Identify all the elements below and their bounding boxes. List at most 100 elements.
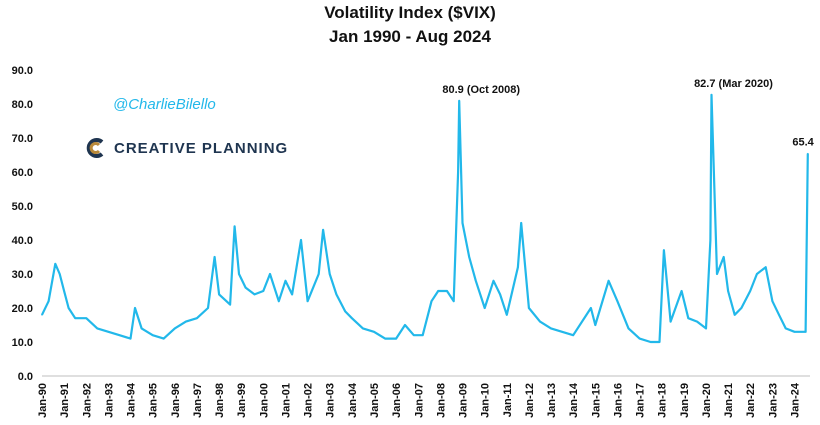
vix-data-point (213, 256, 216, 258)
x-tick-label: Jan-93 (103, 383, 115, 418)
vix-data-point (233, 225, 236, 228)
x-tick-label: Jan-05 (369, 383, 381, 418)
vix-data-point (474, 280, 477, 282)
peak-annotation: 80.9 (Oct 2008) (442, 84, 520, 96)
vix-data-point (764, 266, 767, 269)
vix-data-point (291, 293, 293, 296)
vix-data-point (107, 331, 110, 333)
vix-series-line (41, 93, 809, 344)
vix-data-point (129, 337, 132, 340)
y-tick-label: 80.0 (12, 99, 33, 111)
vix-data-point (680, 290, 683, 292)
vix-data-point (63, 290, 65, 292)
x-tick-label: Jan-15 (590, 383, 602, 418)
vix-data-point (658, 341, 661, 343)
brand-name: CREATIVE PLANNING (114, 139, 289, 157)
cp-logo-icon (86, 138, 104, 158)
vix-data-point (687, 317, 690, 320)
vix-data-point (669, 320, 672, 323)
vix-data-point (520, 222, 522, 224)
vix-data-point (461, 222, 464, 224)
vix-data-point (140, 327, 143, 330)
vix-data-point (517, 266, 519, 269)
vix-data-point (727, 290, 729, 292)
x-tick-label: Jan-94 (126, 382, 138, 418)
x-tick-label: Jan-22 (745, 383, 757, 418)
vix-data-point (756, 273, 758, 275)
vix-data-point (590, 307, 592, 309)
x-tick-label: Jan-97 (192, 383, 204, 418)
x-tick-label: Jan-10 (480, 383, 492, 418)
vix-data-point (317, 273, 320, 275)
vix-data-point (344, 310, 347, 313)
vix-data-point (162, 337, 165, 340)
vix-data-point (638, 337, 641, 340)
vix-data-point (457, 171, 459, 173)
vix-data-point (572, 334, 574, 337)
vix-data-point (705, 327, 707, 330)
vix-data-point (492, 280, 495, 282)
y-tick-label: 90.0 (12, 65, 33, 77)
vix-data-point (771, 300, 774, 303)
x-tick-label: Jan-96 (170, 383, 182, 418)
vix-data-point (207, 307, 209, 309)
vix-data-point (800, 331, 802, 333)
vix-data-point (607, 280, 610, 282)
vix-data-point (134, 307, 136, 309)
peak-annotation: 82.7 (Mar 2020) (694, 78, 773, 90)
x-tick-label: Jan-13 (546, 383, 558, 418)
x-tick-label: Jan-12 (524, 383, 536, 418)
vix-data-point (722, 256, 725, 258)
vix-data-point (452, 300, 455, 303)
x-tick-label: Jan-95 (148, 383, 160, 418)
vix-data-point (278, 300, 280, 303)
twitter-handle: @CharlieBilello (113, 96, 216, 113)
vix-data-point (335, 293, 338, 296)
vix-data-point (151, 334, 154, 337)
vix-data-point (262, 290, 265, 292)
vix-data-point (539, 320, 541, 323)
vix-data-point (67, 307, 70, 309)
x-tick-label: Jan-07 (413, 383, 425, 418)
vix-data-point (74, 317, 76, 320)
vix-data-point (253, 293, 256, 296)
vix-data-point (804, 331, 807, 333)
x-tick-label: Jan-19 (679, 383, 691, 418)
y-tick-label: 20.0 (12, 303, 33, 315)
vix-data-point (413, 334, 415, 337)
x-tick-label: Jan-03 (325, 383, 337, 418)
vix-data-point (47, 300, 50, 303)
vix-data-point (446, 290, 448, 292)
vix-data-point (458, 100, 460, 102)
vix-data-point (373, 331, 375, 333)
vix-data-point (362, 327, 364, 330)
vix-data-point (784, 327, 787, 330)
creative-planning-logo: CREATIVE PLANNING (86, 136, 288, 160)
x-tick-label: Jan-20 (701, 383, 713, 418)
vix-data-point (328, 273, 331, 275)
y-tick-label: 70.0 (12, 133, 33, 145)
vix-data-point (196, 317, 198, 320)
vix-data-point (218, 293, 220, 296)
vix-data-point (716, 273, 718, 275)
x-tick-label: Jan-04 (347, 382, 359, 418)
y-tick-label: 40.0 (12, 235, 33, 247)
vix-data-point (306, 300, 309, 303)
vix-data-point (437, 290, 439, 292)
vix-data-point (96, 327, 99, 330)
vix-data-point (322, 229, 324, 231)
vix-data-point (710, 94, 713, 96)
x-tick-label: Jan-91 (59, 383, 71, 418)
vix-data-point (483, 307, 486, 309)
x-tick-label: Jan-21 (723, 383, 735, 418)
vix-data-point (499, 293, 501, 296)
vix-data-point (395, 337, 397, 340)
x-tick-label: Jan-23 (767, 383, 779, 418)
x-tick-label: Jan-00 (258, 383, 270, 418)
vix-data-point (528, 307, 530, 309)
y-tick-label: 0.0 (18, 371, 33, 383)
y-tick-label: 10.0 (12, 337, 33, 349)
x-tick-label: Jan-92 (81, 383, 93, 418)
x-tick-label: Jan-06 (391, 383, 403, 418)
vix-data-point (740, 307, 743, 309)
